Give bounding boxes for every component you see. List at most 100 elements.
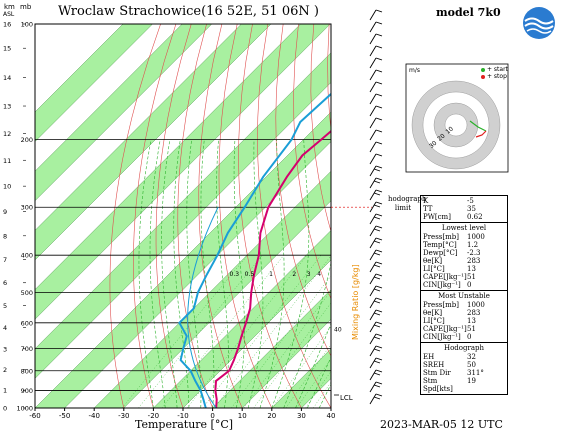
wind-barb-flag (373, 348, 381, 352)
wind-barb-flag (373, 312, 381, 316)
wind-barb-staff (369, 189, 377, 201)
wind-barb-staff (369, 345, 377, 357)
imgw-logo-icon (523, 7, 555, 39)
wind-barb-staff (369, 309, 377, 321)
lowest-level-row: Press[mb] 1000 (423, 233, 505, 241)
wind-barb-staff (369, 297, 377, 309)
hodograph-param-key: Stm Dir (423, 369, 451, 377)
isotherm-line (123, 200, 331, 408)
dewpoint-profile-line (178, 92, 331, 408)
wind-barb-flag (375, 261, 383, 265)
wind-barb-flag (375, 81, 383, 85)
wind-barb (369, 189, 383, 201)
wind-barb-flag (373, 204, 381, 208)
x-tick-label: 10 (238, 412, 247, 420)
mixing-ratio-tick-label: 0.3 (230, 271, 240, 278)
isotherm-line (35, 82, 331, 379)
hodograph-param-key: EH (423, 353, 435, 361)
most-unstable-row: CIN[Jkg⁻¹] 0 (423, 333, 505, 341)
general-index-value: -5 (467, 197, 474, 205)
wind-barb-flag (375, 381, 383, 385)
parcel-path-line (187, 207, 219, 408)
wind-barb-staff (369, 177, 377, 189)
wind-barb-flag (373, 372, 381, 376)
wind-barb-staff (369, 369, 377, 381)
x-tick-label: -10 (177, 412, 188, 420)
wind-barb-flag (373, 180, 381, 184)
mixing-ratio-tick-label: 0.5 (245, 271, 255, 278)
most-unstable-key: LI[°C] (423, 317, 445, 325)
x-axis-label: Temperature [°C] (135, 418, 234, 431)
wind-barb-flag (375, 357, 383, 361)
general-index-value: 35 (467, 205, 476, 213)
most-unstable-key: CIN[Jkg⁻¹] (423, 333, 461, 341)
station-title: Wroclaw Strachowice(16 52E, 51 06N ) (58, 4, 319, 19)
lowest-level-value: 1000 (467, 233, 485, 241)
wind-barb-flag (375, 165, 383, 169)
lowest-level-row: CAPE[Jkg⁻¹] 51 (423, 273, 505, 281)
mixing-ratio-tick-label: 3 (307, 271, 311, 278)
wind-barb-flag (375, 285, 383, 289)
height-tick-label: 4 (3, 324, 7, 332)
wind-barb-flag (373, 360, 381, 364)
hodograph-trace-low (469, 120, 487, 132)
lowest-level-header: Lowest level (441, 224, 487, 232)
wind-barb-staff (369, 57, 377, 69)
wind-barb (369, 177, 383, 189)
plot-area: 0.3 0.5 1 2 3 4 (35, 24, 331, 408)
wind-barb-staff (369, 393, 377, 405)
wind-barb-flag (375, 201, 383, 205)
hodograph-ring-label: 30 (428, 140, 438, 150)
wind-barb-staff (369, 225, 377, 237)
hodograph-limit-label: hodograph limit (388, 195, 426, 213)
wind-barb (369, 285, 383, 297)
height-tick-label: 8 (3, 232, 7, 240)
temperature-profile-line (214, 129, 331, 408)
wind-barb-staff (369, 381, 377, 393)
general-index-key: K (423, 197, 429, 205)
wind-barb-staff (369, 165, 377, 177)
hodograph-param-value: 311° (467, 369, 484, 377)
wind-barb (369, 345, 383, 357)
most-unstable-row: Press[mb] 1000 (423, 301, 505, 309)
lowest-level-key: CAPE[Jkg⁻¹] (423, 273, 467, 281)
pressure-tick-label: 400 (21, 252, 33, 260)
hodograph-ring-label: 10 (445, 125, 455, 135)
wind-barb (369, 261, 383, 273)
indices-panel: K -5 TT 35 PW[cm] 0.62 Lowest level Press[mb]… (420, 195, 508, 395)
pressure-tick-label: 500 (21, 289, 33, 297)
isotherm-line (64, 141, 331, 408)
most-unstable-key: CAPE[Jkg⁻¹] (423, 325, 467, 333)
mixing-ratio-tick-label: 1 (269, 271, 273, 278)
height-tick-label: 5 (3, 302, 7, 310)
x-tick-label: -30 (118, 412, 129, 420)
most-unstable-row: CAPE[Jkg⁻¹] 51 (423, 325, 505, 333)
wind-barb-flag (375, 297, 383, 301)
wind-barb-flag (375, 117, 383, 121)
hodograph-legend: + start + stop (481, 66, 508, 80)
lowest-level-key: Press[mb] (423, 233, 459, 241)
wind-barb (369, 369, 383, 381)
lowest-level-row: θe[K] 283 (423, 257, 505, 265)
height-tick-label: 16 (3, 21, 11, 29)
wind-barb (369, 69, 383, 81)
lowest-level-key: Dewp[°C] (423, 249, 458, 257)
dry-adiabat (133, 24, 177, 408)
legend-start-label: + start (487, 66, 508, 73)
wind-barb-staff (369, 129, 377, 141)
wind-barb-flag (373, 396, 381, 400)
wind-barb-flag (373, 240, 381, 244)
wind-barb-staff (369, 117, 377, 129)
x-tick-label: -50 (59, 412, 70, 420)
wind-barb-staff (369, 69, 377, 81)
wind-barb (369, 393, 383, 405)
most-unstable-row: θe[K] 283 (423, 309, 505, 317)
x-tick-label: 20 (267, 412, 276, 420)
wind-barb-staff (369, 273, 377, 285)
general-index-value: 0.62 (467, 213, 483, 221)
height-tick-label: 0 (3, 405, 7, 413)
x-tick-label: 40 (327, 412, 336, 420)
hodograph-trace-high (475, 130, 487, 138)
hodograph-unit-label: m/s (409, 67, 420, 74)
stop-marker-icon (481, 74, 485, 79)
